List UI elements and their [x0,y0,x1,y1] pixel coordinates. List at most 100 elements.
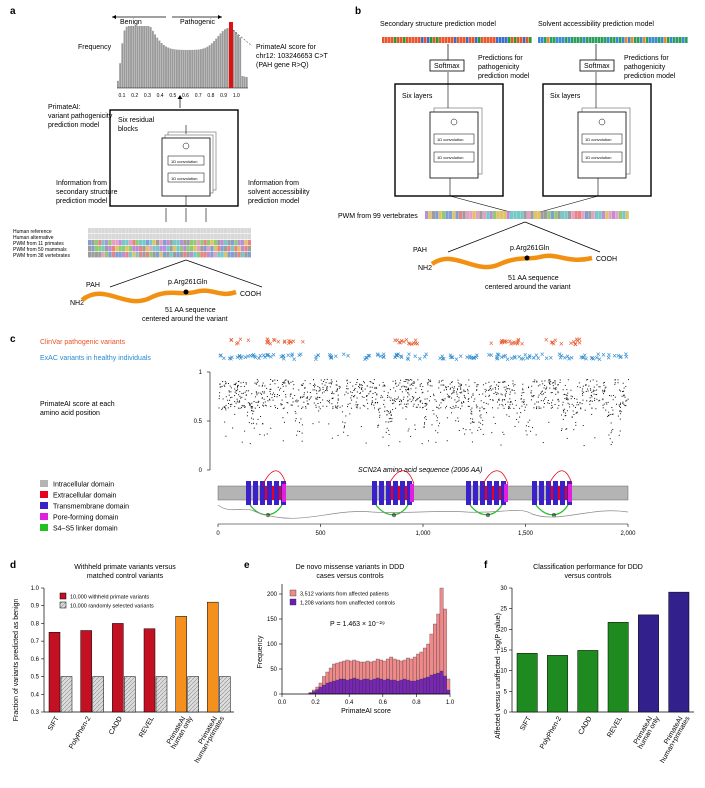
score-point [360,384,362,386]
score-point [586,379,588,381]
score-point [471,441,473,443]
score-point [247,390,249,392]
score-point [349,381,351,383]
score-point [261,385,263,387]
score-point [330,383,332,385]
score-point [442,399,444,401]
seq-cell [173,246,177,252]
hist-bar [193,49,196,88]
score-point [437,432,439,434]
score-point [419,401,421,403]
softmax-label-left: Softmax [434,63,460,70]
score-point [397,398,399,400]
score-point [612,399,614,401]
score-point [400,403,402,405]
score-point [362,404,364,406]
hist-bar [232,30,235,88]
exac-marker: × [596,350,601,359]
score-point [586,388,588,390]
score-point [276,396,278,398]
seq-cell [135,234,139,240]
positive-charge-marker: ⊕ [391,513,396,519]
score-point [382,436,384,438]
score-point [222,398,224,400]
d-y-tick-label: 0.4 [31,692,40,698]
score-point [412,405,414,407]
score-point [611,441,613,443]
score-point [566,437,568,439]
score-point [540,391,542,393]
score-point [464,396,466,398]
e-legend-swatch [289,598,297,606]
score-point [447,396,449,398]
score-point [331,392,333,394]
transmembrane-segment [487,481,492,505]
score-point [365,442,367,444]
score-point [326,387,328,389]
score-point [225,407,227,409]
exac-marker: × [523,350,528,359]
e-x-tick-label: 0.6 [379,700,388,706]
score-point [350,397,352,399]
score-point [225,383,227,385]
exac-marker: × [251,352,256,361]
clinvar-marker: × [291,337,296,346]
score-point [558,400,560,402]
score-point [521,401,523,403]
score-point [383,399,385,401]
seq-cell [220,234,224,240]
seq-cell [94,228,98,234]
model-label-1: PrimateAI: [48,104,81,111]
score-point [405,380,407,382]
seq-cell [108,246,112,252]
score-point [531,385,533,387]
ss-cell [508,37,511,43]
score-point [285,396,287,398]
c-x-tick-label: 500 [315,531,326,537]
score-point [623,394,625,396]
score-point [245,383,247,385]
score-point [300,396,302,398]
exac-marker: × [424,350,429,359]
score-point [242,381,244,383]
score-point [303,394,305,396]
hist-bar [175,49,178,88]
score-point [482,433,484,435]
clinvar-marker: × [573,340,578,349]
score-point [622,401,624,403]
score-point [606,403,608,405]
score-point [339,406,341,408]
seq-cell [244,228,248,234]
d-ylabel: Fraction of variants predicted as benign [13,599,20,722]
score-point [549,383,551,385]
score-point [430,380,432,382]
panel-c: c ClinVar pathogenic variants ExAC varia… [10,334,636,537]
ss-cell [445,37,448,43]
score-point [268,398,270,400]
score-point [382,381,384,383]
score-point [623,387,625,389]
exac-marker: × [341,350,346,359]
score-point [471,413,473,415]
score-point [252,418,254,420]
score-point [530,399,532,401]
score-point [476,405,478,407]
score-point [463,401,465,403]
pred-note-left-1: Predictions for [478,55,523,62]
score-point [389,389,391,391]
ss-cell [400,37,403,43]
score-point [319,387,321,389]
transmembrane-segment [407,481,412,505]
score-point [603,391,605,393]
clinvar-marker: × [229,336,234,345]
seq-cell [230,228,234,234]
clinvar-marker: × [282,337,287,346]
score-point [256,423,258,425]
seq-cell [241,228,245,234]
score-point [516,412,518,414]
score-point [470,422,472,424]
seq-cell [203,246,207,252]
score-point [315,404,317,406]
score-point [602,398,604,400]
seq-cell [220,252,224,258]
